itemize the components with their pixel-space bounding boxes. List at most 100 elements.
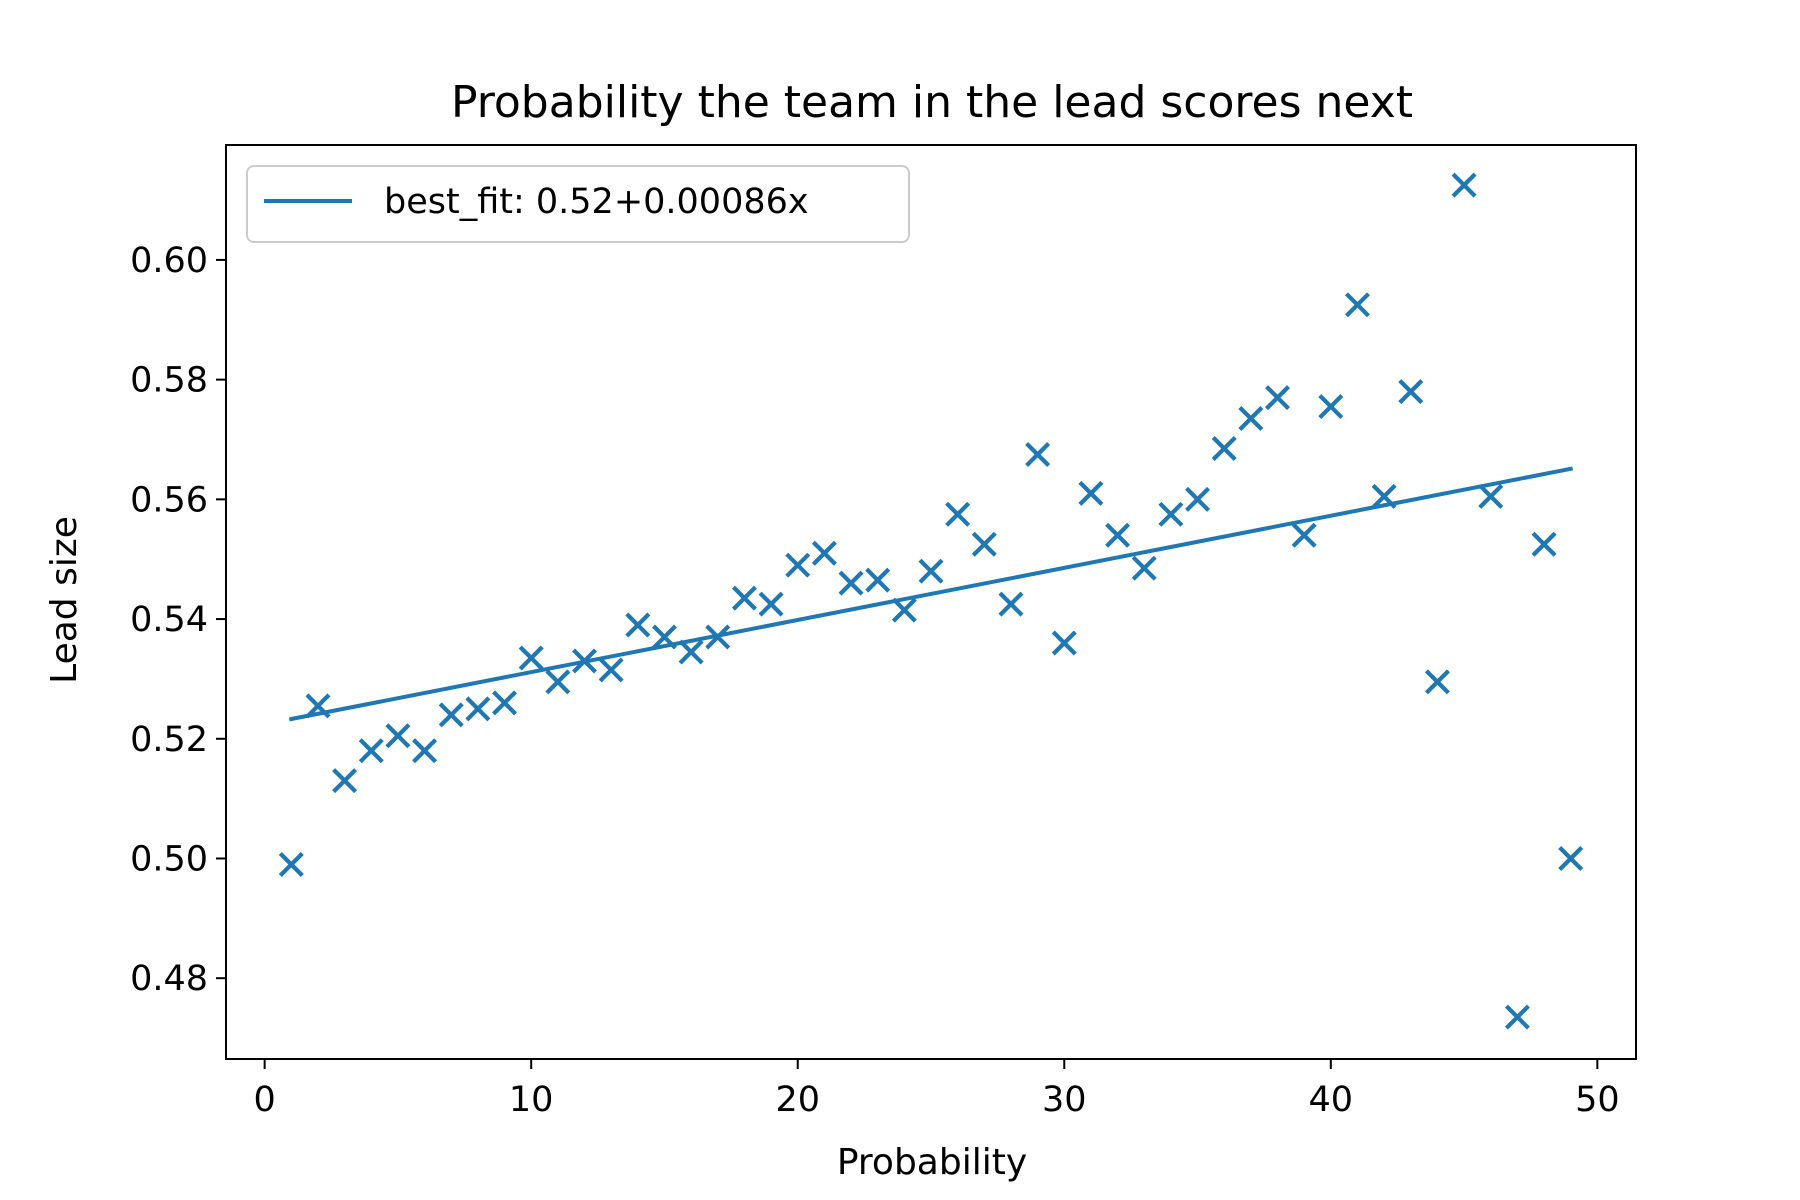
marker-stroke: [918, 558, 944, 584]
scatter-point: [598, 657, 624, 683]
marker-stroke: [465, 696, 491, 722]
plot-marks: [278, 172, 1584, 1030]
y-tick-label: 0.52: [130, 720, 208, 760]
scatter-point: [545, 669, 571, 695]
marker-stroke: [412, 738, 438, 764]
marker-stroke: [1238, 406, 1264, 432]
marker-stroke: [998, 591, 1024, 617]
scatter-point: [412, 738, 438, 764]
marker-stroke: [332, 768, 358, 794]
scatter-point: [1371, 483, 1397, 509]
marker-stroke: [385, 723, 411, 749]
marker-stroke: [358, 738, 384, 764]
marker-stroke: [1025, 441, 1051, 467]
scatter-point: [465, 696, 491, 722]
scatter-point: [518, 645, 544, 671]
scatter-point: [1558, 845, 1584, 871]
marker-stroke: [518, 645, 544, 671]
marker-stroke: [545, 669, 571, 695]
marker-stroke: [1558, 845, 1584, 871]
legend: best_fit: 0.52+0.00086x: [246, 165, 910, 243]
legend-box: [246, 165, 910, 243]
marker-stroke: [438, 702, 464, 728]
marker-stroke: [1371, 483, 1397, 509]
scatter-point: [1344, 292, 1370, 318]
x-tick-label: 30: [1042, 1080, 1087, 1120]
scatter-point: [305, 693, 331, 719]
marker-stroke: [1531, 531, 1557, 557]
scatter-point: [731, 585, 757, 611]
y-tick-label: 0.60: [130, 241, 208, 281]
marker-stroke: [678, 639, 704, 665]
marker-stroke: [1291, 522, 1317, 548]
y-tick-label: 0.56: [130, 480, 208, 520]
x-tick-label: 10: [509, 1080, 554, 1120]
marker-stroke: [651, 624, 677, 650]
marker-stroke: [731, 585, 757, 611]
marker-stroke: [1211, 435, 1237, 461]
scatter-point: [625, 612, 651, 638]
scatter-point: [1504, 1004, 1530, 1030]
marker-stroke: [891, 597, 917, 623]
scatter-point: [1478, 483, 1504, 509]
scatter-point: [1398, 379, 1424, 405]
x-tick-label: 40: [1309, 1080, 1354, 1120]
scatter-point: [492, 690, 518, 716]
scatter-point: [1451, 172, 1477, 198]
legend-label: best_fit: 0.52+0.00086x: [384, 182, 809, 222]
marker-stroke: [865, 567, 891, 593]
scatter-point: [332, 768, 358, 794]
scatter-point: [1025, 441, 1051, 467]
x-tick-label: 0: [254, 1080, 276, 1120]
scatter-point: [572, 648, 597, 674]
marker-stroke: [971, 531, 997, 557]
scatter-point: [945, 501, 971, 527]
scatter-point: [1078, 480, 1104, 506]
y-tick-label: 0.48: [130, 959, 208, 999]
scatter-point: [438, 702, 464, 728]
scatter-point: [1211, 435, 1237, 461]
scatter-point: [785, 552, 811, 578]
marker-stroke: [1131, 555, 1157, 581]
x-tick-label: 50: [1575, 1080, 1620, 1120]
marker-stroke: [492, 690, 518, 716]
y-tick-label: 0.58: [130, 361, 208, 401]
marker-stroke: [838, 570, 864, 596]
plot-frame: [225, 144, 1637, 1060]
scatter-point: [1531, 531, 1557, 557]
scatter-point: [1131, 555, 1157, 581]
marker-stroke: [1105, 522, 1131, 548]
best-fit-line: [288, 466, 1574, 722]
scatter-point: [1265, 385, 1290, 411]
scatter-point: [865, 567, 891, 593]
y-axis-label: Lead size: [44, 516, 85, 684]
marker-stroke: [758, 591, 784, 617]
marker-stroke: [1478, 483, 1504, 509]
marker-stroke: [1158, 501, 1184, 527]
scatter-point: [1238, 406, 1264, 432]
scatter-point: [998, 591, 1024, 617]
scatter-point: [678, 639, 704, 665]
marker-stroke: [1051, 630, 1077, 656]
marker-stroke: [305, 693, 331, 719]
scatter-point: [971, 531, 997, 557]
marker-stroke: [1504, 1004, 1530, 1030]
marker-stroke: [1078, 480, 1104, 506]
scatter-point: [1424, 669, 1450, 695]
axes: 0 10 20 30 40 50 0.48 0.50 0.52 0.54 0.56 0.58 0.60: [130, 144, 1637, 1120]
scatter-point: [1158, 501, 1184, 527]
marker-stroke: [1398, 379, 1424, 405]
scatter-point: [1105, 522, 1131, 548]
scatter-point: [758, 591, 784, 617]
marker-stroke: [278, 851, 304, 877]
marker-stroke: [705, 624, 731, 650]
marker-stroke: [572, 648, 597, 674]
scatter-point: [358, 738, 384, 764]
scatter-point: [278, 851, 304, 877]
marker-stroke: [1424, 669, 1450, 695]
scatter-point: [891, 597, 917, 623]
marker-stroke: [1185, 486, 1211, 512]
scatter-point: [705, 624, 731, 650]
marker-stroke: [945, 501, 971, 527]
